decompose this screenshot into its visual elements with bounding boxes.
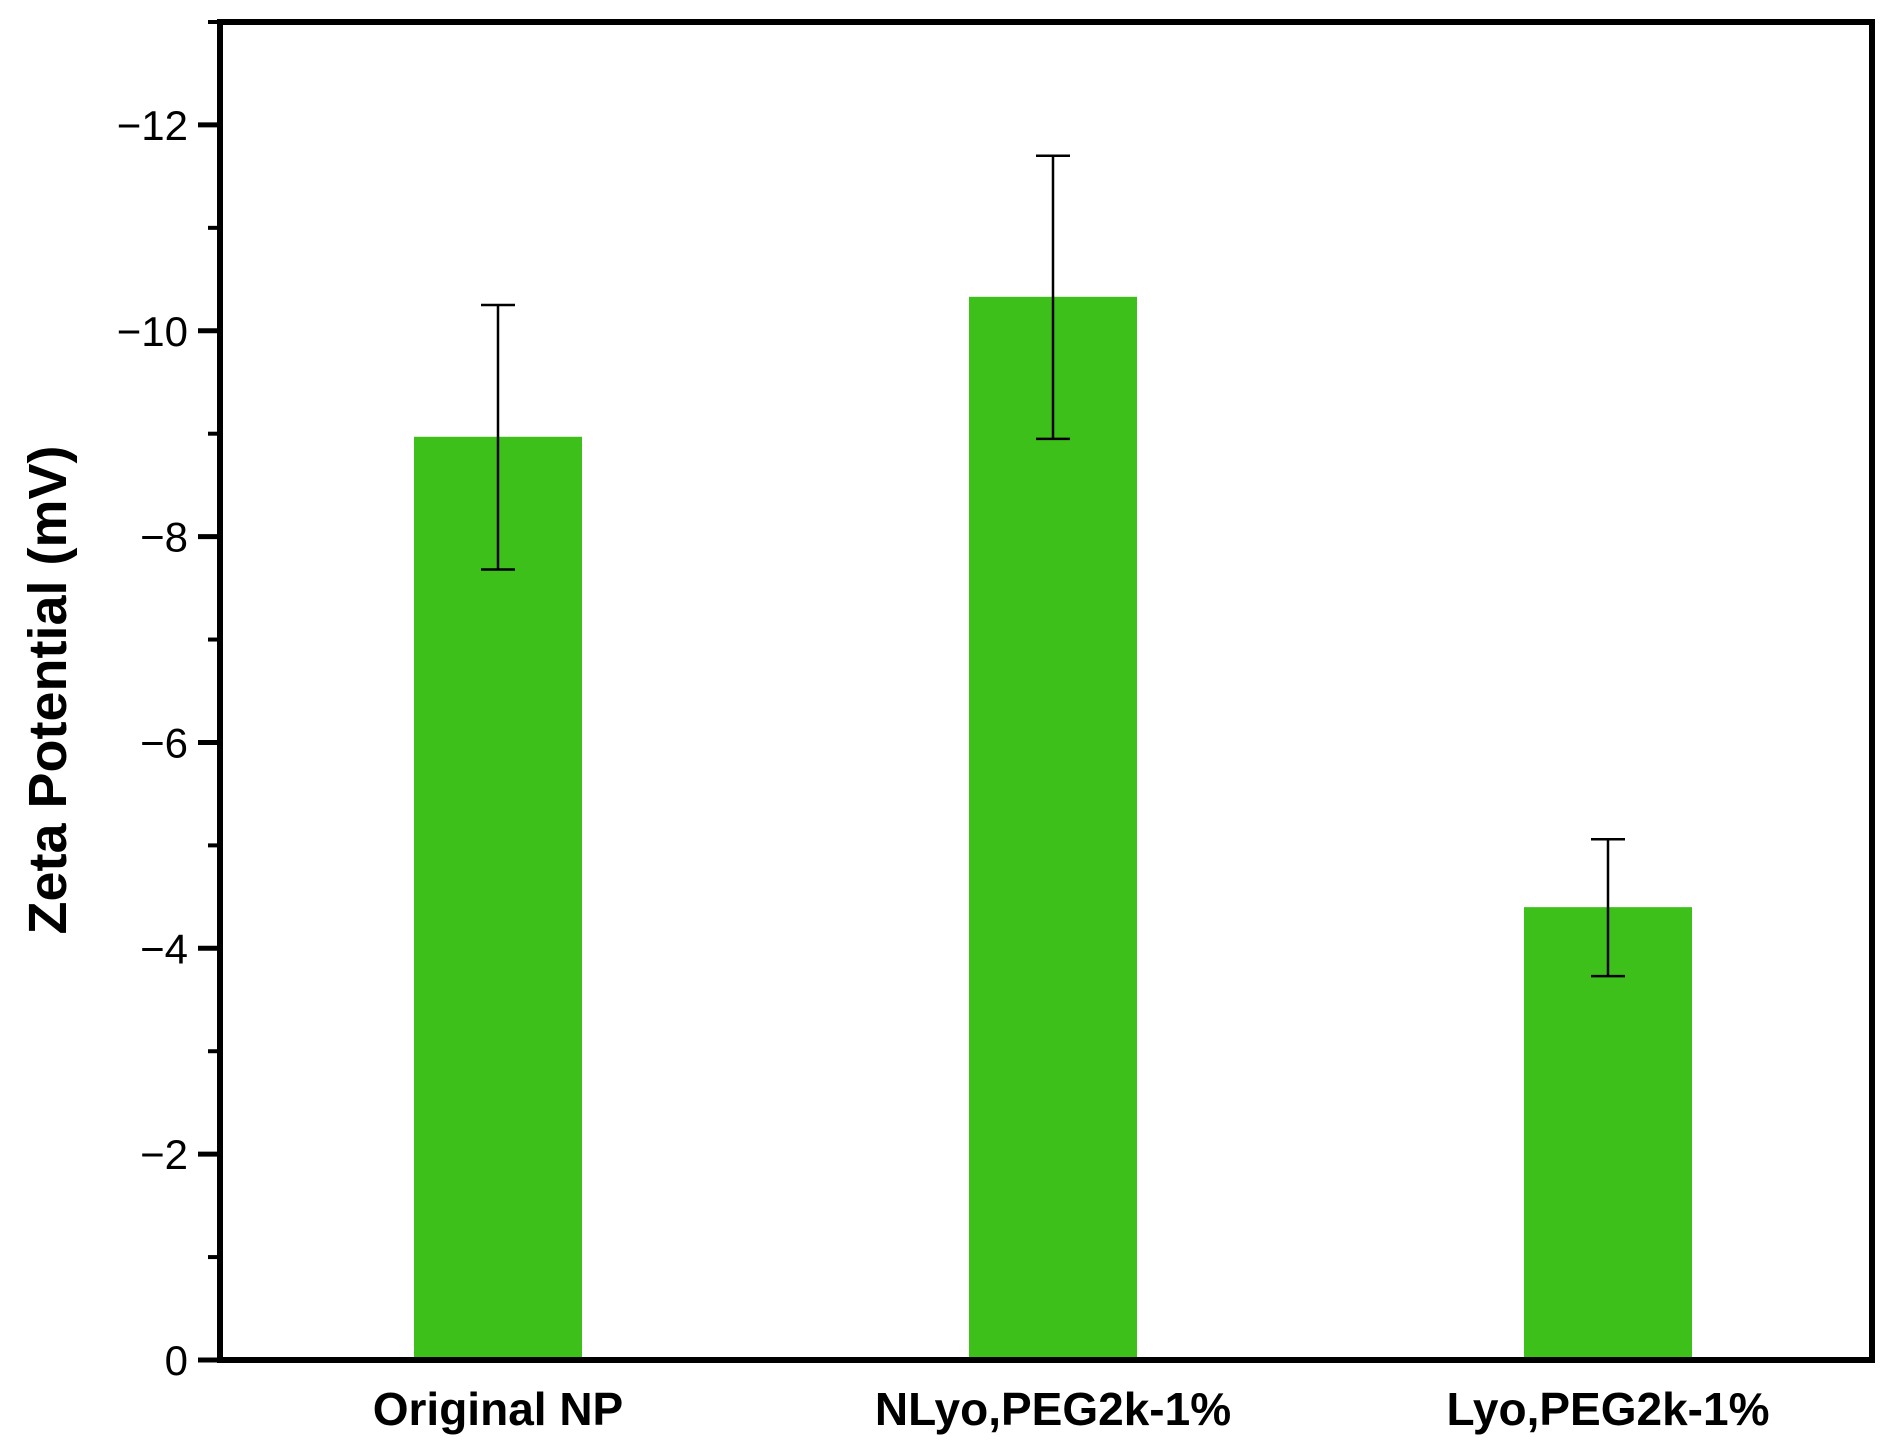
- x-tick-label-1: NLyo,PEG2k-1%: [875, 1383, 1231, 1435]
- x-axis-labels: Original NP NLyo,PEG2k-1% Lyo,PEG2k-1%: [373, 1383, 1770, 1435]
- y-tick-label-4: −8: [140, 514, 188, 561]
- bar-0: [414, 436, 582, 1360]
- y-tick-label-2: −4: [140, 925, 188, 972]
- x-tick-label-0: Original NP: [373, 1383, 623, 1435]
- x-tick-label-2: Lyo,PEG2k-1%: [1447, 1383, 1770, 1435]
- y-tick-label-3: −6: [140, 719, 188, 766]
- y-tick-label-5: −10: [117, 308, 188, 355]
- error-bar-1: [1036, 154, 1070, 441]
- bar-2: [1524, 907, 1692, 1360]
- error-bars: [481, 154, 1625, 978]
- y-tick-label-0: 0: [165, 1337, 188, 1384]
- y-tick-label-6: −12: [117, 102, 188, 149]
- y-axis-title: Zeta Potential (mV): [18, 445, 78, 934]
- error-bar-2: [1591, 837, 1625, 978]
- y-axis-ticks: 0 −2 −4 −6 −8 −10 −12: [117, 20, 220, 1384]
- bars: [414, 296, 1692, 1360]
- bar-1: [969, 296, 1137, 1360]
- error-bar-0: [481, 303, 515, 571]
- plot-frame: [217, 19, 1875, 1363]
- y-tick-label-1: −2: [140, 1131, 188, 1178]
